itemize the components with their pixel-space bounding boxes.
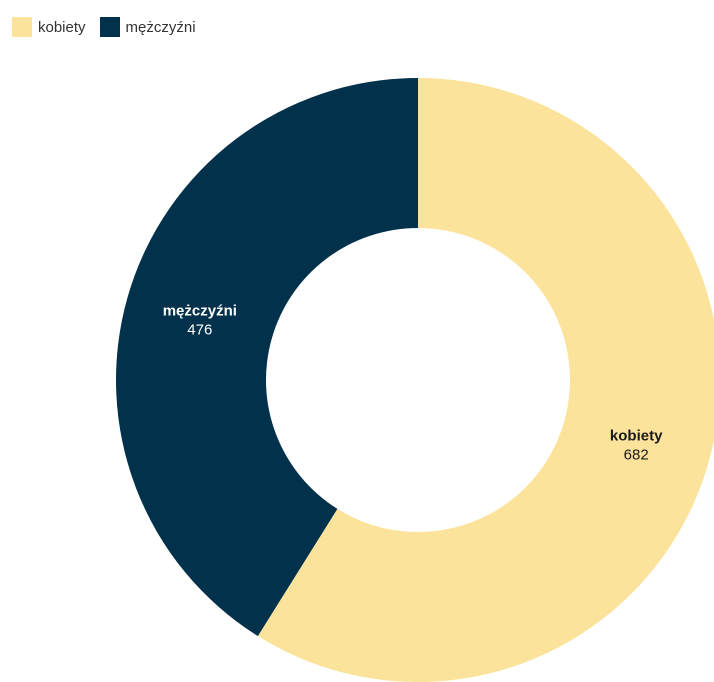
- legend-item-mezczyzni[interactable]: mężczyźni: [99, 17, 196, 37]
- legend-label-mezczyzni: mężczyźni: [125, 18, 196, 36]
- donut-slice-mezczyzni[interactable]: [116, 78, 419, 637]
- slice-label-name-kobiety: kobiety: [610, 428, 663, 445]
- legend-item-kobiety[interactable]: kobiety: [12, 17, 86, 37]
- slice-label-value-mezczyzni: 476: [187, 321, 212, 338]
- donut-slices: [116, 78, 714, 682]
- donut-labels: kobiety 682 mężczyźni 476: [163, 302, 663, 463]
- slice-label-value-kobiety: 682: [624, 447, 649, 464]
- legend-swatch-mezczyzni: [99, 17, 120, 37]
- slice-label-name-mezczyzni: mężczyźni: [163, 302, 237, 319]
- legend-label-kobiety: kobiety: [38, 18, 86, 36]
- donut-slice-kobiety[interactable]: [257, 78, 714, 682]
- chart-legend: kobiety mężczyźni: [12, 17, 196, 37]
- legend-swatch-kobiety: [12, 17, 32, 37]
